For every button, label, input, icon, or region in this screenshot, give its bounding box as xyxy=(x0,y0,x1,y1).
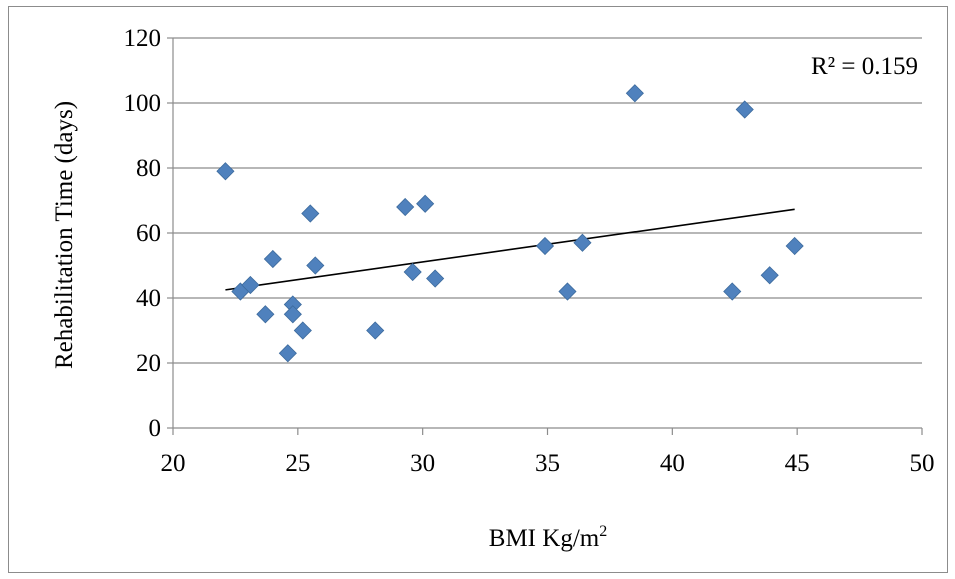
axes xyxy=(167,37,923,435)
y-tick-label: 0 xyxy=(149,415,162,442)
data-point xyxy=(301,204,320,223)
data-point xyxy=(263,249,282,269)
x-tick-label: 50 xyxy=(910,450,935,477)
data-point xyxy=(558,282,577,301)
data-point xyxy=(785,236,804,256)
y-tick-label: 20 xyxy=(136,350,161,377)
y-tick-label: 60 xyxy=(136,220,161,247)
y-tick-label: 40 xyxy=(136,285,161,312)
data-point xyxy=(573,233,592,252)
x-tick-label: 40 xyxy=(660,450,685,477)
data-point xyxy=(426,269,445,288)
y-tick-label: 120 xyxy=(124,25,162,52)
data-point xyxy=(535,236,555,256)
r-squared-label: R² = 0.159 xyxy=(811,53,918,80)
data-point xyxy=(416,194,435,213)
data-point xyxy=(278,344,297,363)
data-point xyxy=(241,275,260,295)
data-point xyxy=(366,321,385,340)
x-tick-label: 35 xyxy=(535,450,560,477)
data-points xyxy=(216,84,804,363)
x-axis-title-text: BMI Kg/m xyxy=(489,525,600,552)
x-tick-label: 45 xyxy=(785,450,810,477)
x-tick-label: 25 xyxy=(285,450,310,477)
data-point xyxy=(216,162,235,181)
data-point xyxy=(403,262,422,282)
x-axis-title-superscript: 2 xyxy=(599,523,607,540)
data-point xyxy=(293,321,312,340)
y-tick-label: 80 xyxy=(136,155,161,182)
data-point xyxy=(723,282,742,301)
trendline xyxy=(225,208,795,291)
y-axis-title: Rehabilitation Time (days) xyxy=(51,101,78,369)
gridlines xyxy=(173,37,922,364)
data-point xyxy=(760,266,779,285)
x-axis-title: BMI Kg/m2 xyxy=(489,523,607,552)
data-point xyxy=(306,256,325,275)
chart-frame xyxy=(8,6,948,573)
x-tick-label: 20 xyxy=(161,450,186,477)
data-point xyxy=(625,84,644,103)
y-tick-label: 100 xyxy=(124,90,162,117)
data-point xyxy=(283,305,302,324)
tick-labels: 0 20 40 60 80 100 120 20 25 30 35 40 45 50 xyxy=(124,25,935,477)
data-point xyxy=(256,305,275,324)
data-point xyxy=(396,197,415,217)
x-tick-label: 30 xyxy=(410,450,435,477)
data-point xyxy=(735,100,754,119)
trendline-group xyxy=(225,208,795,291)
